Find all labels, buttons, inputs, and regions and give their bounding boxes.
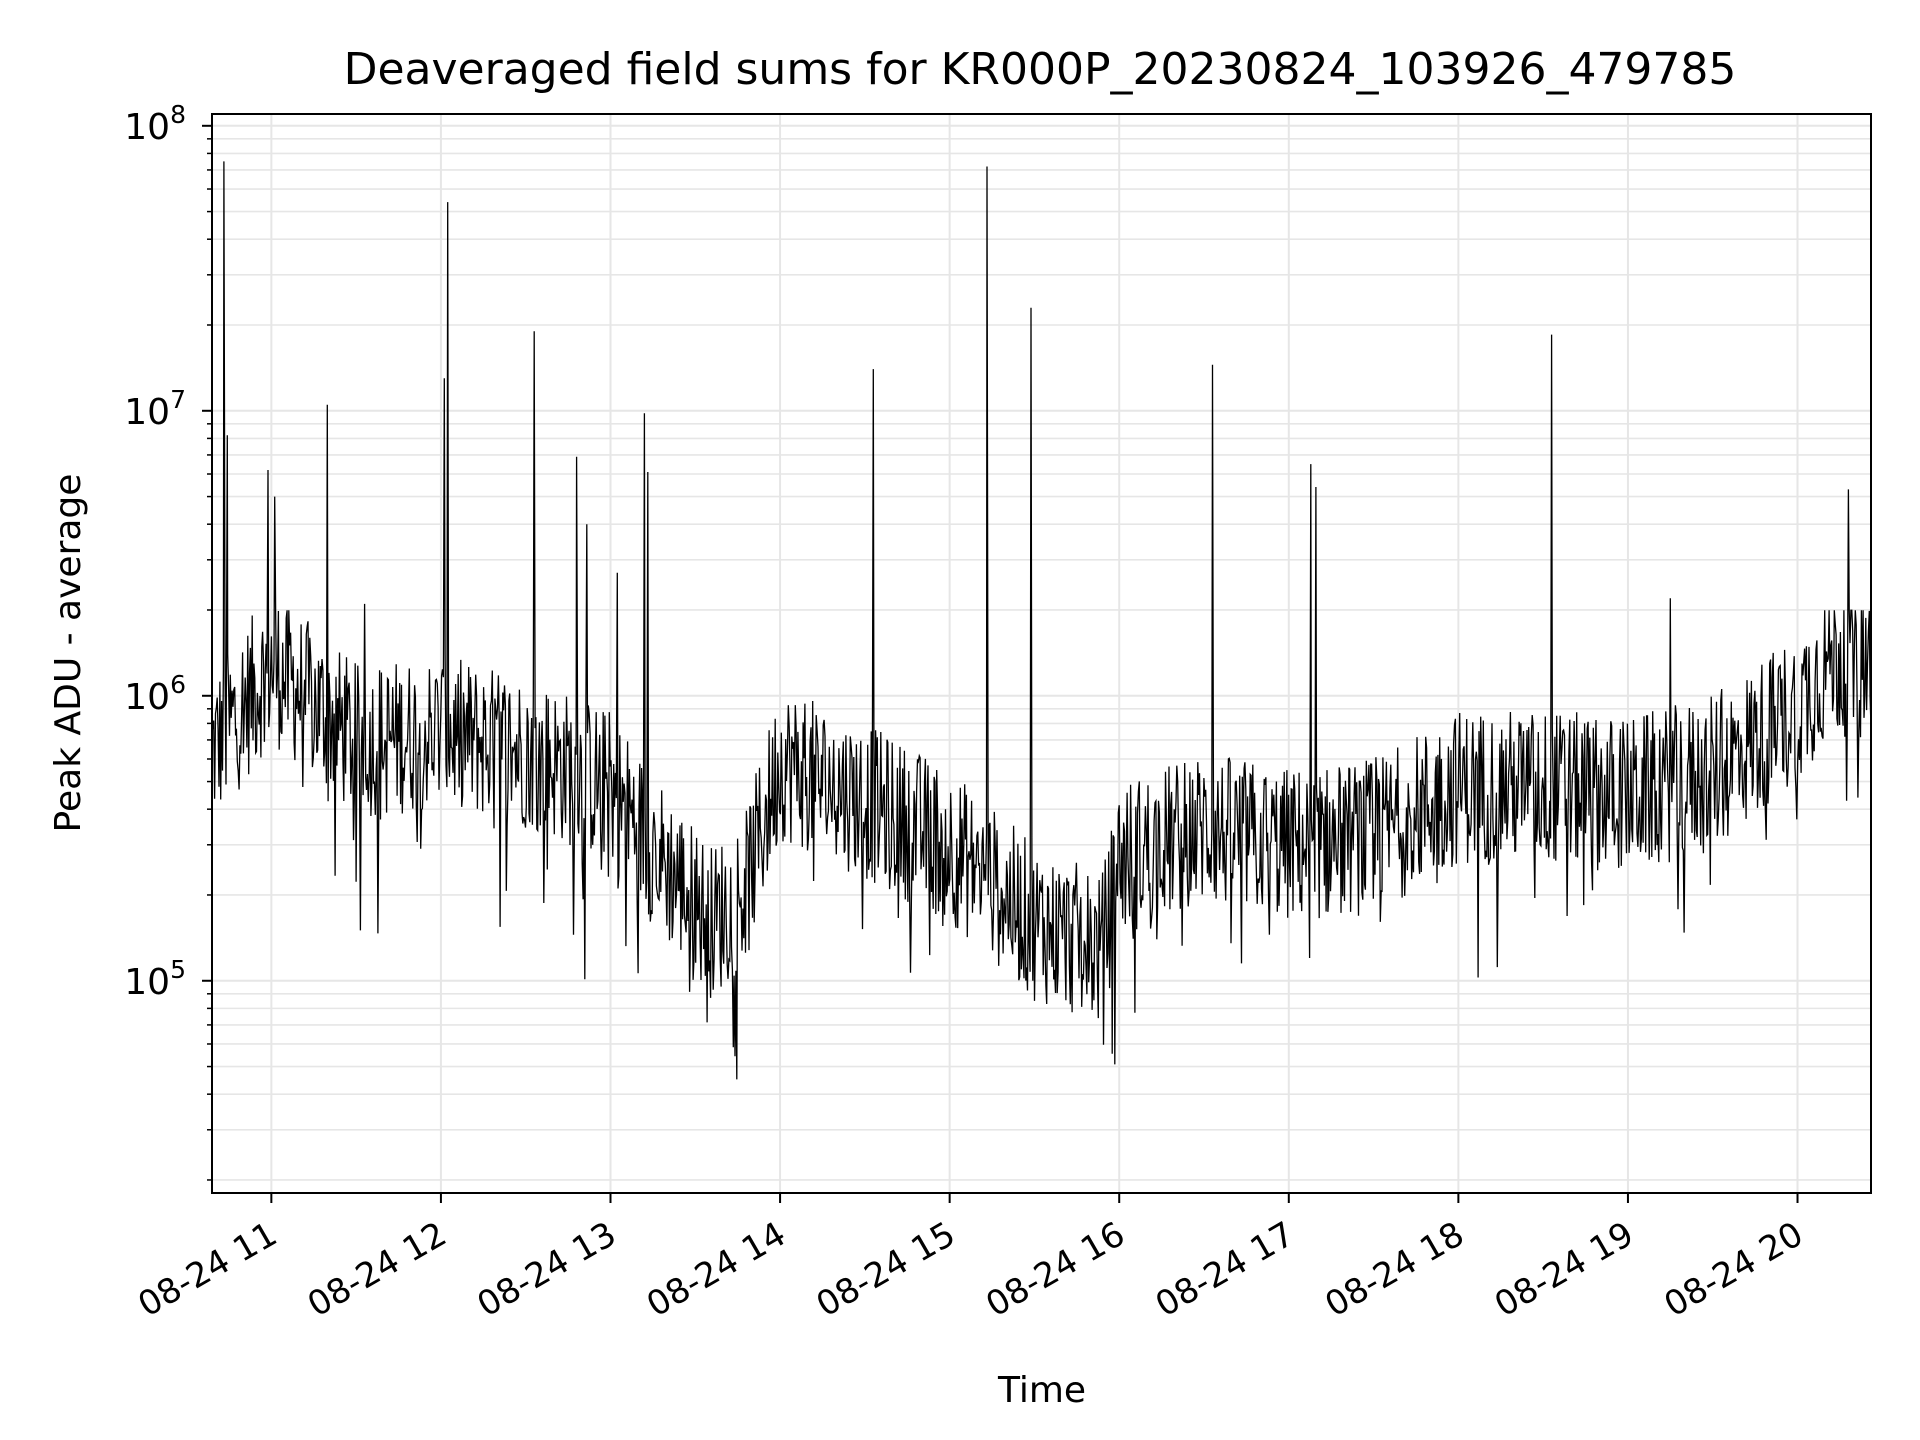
series-line <box>212 161 1871 1080</box>
y-tick-exponent: 6 <box>170 670 186 699</box>
y-axis-label: Peak ADU - average <box>48 474 89 833</box>
y-tick-base: 10 <box>124 677 170 718</box>
y-tick-label: 106 <box>124 670 186 718</box>
y-tick-base: 10 <box>124 392 170 433</box>
plot-frame <box>211 113 1872 1194</box>
y-tick-label: 107 <box>124 385 186 433</box>
y-tick-exponent: 8 <box>170 100 186 129</box>
y-tick-base: 10 <box>124 962 170 1003</box>
y-tick-label: 108 <box>124 100 186 148</box>
y-tick-exponent: 7 <box>170 385 186 414</box>
grid-lines <box>212 114 1871 1193</box>
y-tick-base: 10 <box>124 107 170 148</box>
x-axis-label: Time <box>997 1370 1086 1411</box>
y-tick-label: 105 <box>124 955 186 1003</box>
series-line-group <box>212 161 1871 1080</box>
y-tick-exponent: 5 <box>170 955 186 984</box>
chart-title: Deaveraged field sums for KR000P_2023082… <box>344 44 1737 95</box>
